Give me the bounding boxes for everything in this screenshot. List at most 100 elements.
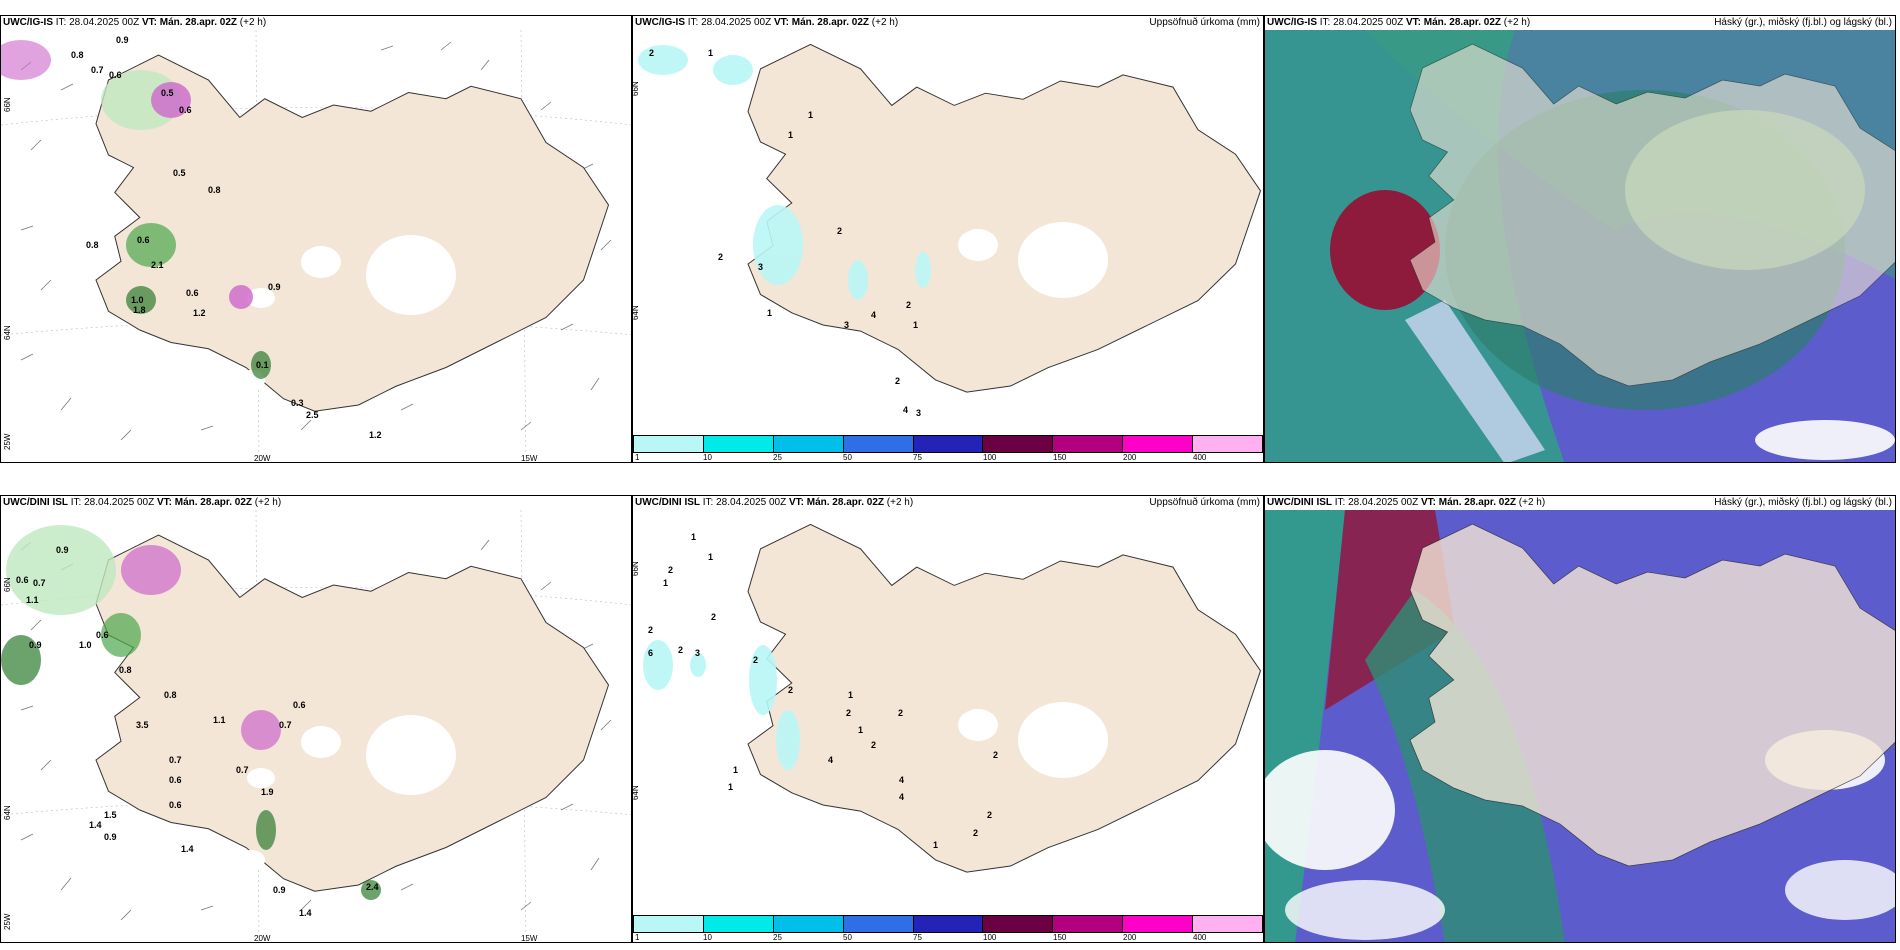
precip-label: 1 (933, 840, 939, 850)
colorbar-swatch (773, 436, 844, 452)
wind-label: 0.6 (169, 800, 182, 810)
axis-label-lat: 66N (632, 81, 640, 96)
precip-label: 1 (808, 110, 814, 120)
wind-label: 1.4 (89, 820, 102, 830)
wind-map-panel-bottom: UWC/DINI ISL IT: 28.04.2025 00Z VT: Mán.… (0, 495, 632, 943)
colorbar-tick: 200 (1123, 453, 1137, 462)
axis-label-lat: 66N (3, 577, 12, 592)
colorbar-tick: 10 (703, 453, 712, 462)
colorbar-tick: 75 (913, 933, 922, 942)
colorbar-swatch (843, 436, 914, 452)
vt-value: Mán. 28.apr. 02Z (806, 497, 885, 508)
colorbar-tick: 10 (703, 933, 712, 942)
it-value: 28.04.2025 00Z (716, 497, 787, 508)
precip-label: 3 (916, 408, 922, 418)
wind-map: 0.9 0.6 0.7 1.1 0.6 0.9 1.0 0.8 0.6 0.8 … (1, 509, 631, 942)
colorbar-tick: 75 (913, 453, 922, 462)
precip-label: 1 (733, 765, 739, 775)
colorbar-tick: 25 (773, 933, 782, 942)
wind-label: 0.5 (173, 168, 186, 178)
model-name: UWC/DINI ISL (1267, 497, 1332, 508)
colorbar-swatch (1123, 436, 1194, 452)
vt-value: Mán. 28.apr. 02Z (1438, 497, 1517, 508)
precip-title: Uppsöfnuð úrkoma (mm) (1149, 497, 1260, 508)
vt-value: Mán. 28.apr. 02Z (1423, 17, 1502, 28)
colorbar-swatch (1123, 916, 1194, 932)
wind-label: 1.1 (26, 595, 39, 605)
wind-label: 0.7 (91, 65, 104, 75)
axis-label-lat: 66N (632, 561, 640, 576)
wind-label: 1.0 (131, 295, 144, 305)
lead-time: (+2 h) (239, 17, 267, 28)
precip-label: 4 (899, 792, 905, 802)
precip-label: 3 (844, 320, 850, 330)
wind-label: 0.6 (169, 775, 182, 785)
precip-label: 2 (871, 740, 877, 750)
colorbar-swatch (634, 436, 704, 452)
precip-map-svg (633, 510, 1263, 922)
precip-map: 2 1 1 2 2 3 1 3 4 2 1 2 4 3 1 66N 64N (632, 30, 1263, 442)
precip-label: 2 (668, 565, 674, 575)
it-label: IT: (55, 17, 67, 28)
cloud-panel-top: UWC/IG-IS IT: 28.04.2025 00Z VT: Mán. 28… (1264, 15, 1896, 463)
glaciers (958, 222, 1108, 298)
colorbar-swatch (913, 916, 984, 932)
colorbar-swatch (983, 916, 1054, 932)
precip-label: 2 (906, 300, 912, 310)
wind-label: 2.1 (151, 260, 164, 270)
wind-label: 1.4 (299, 908, 312, 918)
wind-label: 0.9 (273, 885, 286, 895)
wind-label: 0.9 (56, 545, 69, 555)
precip-label: 4 (899, 775, 905, 785)
precip-label: 4 (828, 755, 834, 765)
wind-label: 1.2 (369, 430, 382, 440)
precip-label: 2 (718, 252, 724, 262)
lead-time: (+2 h) (871, 17, 899, 28)
lead-time: (+2 h) (886, 497, 914, 508)
row-bottom: UWC/DINI ISL IT: 28.04.2025 00Z VT: Mán.… (0, 495, 1900, 943)
colorbar-swatch (773, 916, 844, 932)
wind-label: 1.0 (79, 640, 92, 650)
colorbar-tick: 150 (1053, 933, 1067, 942)
wind-label: 0.3 (291, 398, 304, 408)
precip-label: 2 (788, 685, 794, 695)
precip-label: 2 (993, 750, 999, 760)
cloud-map-svg (1265, 30, 1895, 462)
precip-label: 4 (871, 310, 877, 320)
precip-label: 1 (708, 552, 714, 562)
colorbar-swatch (1053, 436, 1124, 452)
axis-label-lon: 25W (3, 913, 12, 930)
precip-label: 1 (858, 725, 864, 735)
colorbar-tick: 400 (1193, 933, 1207, 942)
wind-label: 0.6 (293, 700, 306, 710)
colorbar-swatch (1193, 436, 1263, 452)
wind-label: 0.7 (236, 765, 249, 775)
colorbar-tick: 100 (983, 933, 997, 942)
lead-time: (+2 h) (1518, 497, 1546, 508)
wind-label: 0.8 (164, 690, 177, 700)
panel-header: UWC/DINI ISL IT: 28.04.2025 00Z VT: Mán.… (1265, 496, 1895, 510)
vt-label: VT: (773, 17, 789, 28)
model-name: UWC/DINI ISL (3, 497, 68, 508)
colorbar-tick: 400 (1193, 453, 1207, 462)
colorbar-swatch (1193, 916, 1263, 932)
precip-label: 2 (837, 226, 843, 236)
axis-label-lat: 64N (3, 325, 12, 340)
axis-label-lat: 66N (3, 97, 12, 112)
colorbar-swatch (703, 436, 774, 452)
wind-label: 0.8 (86, 240, 99, 250)
axis-label-lon: 25W (3, 433, 12, 450)
colorbar-tick: 200 (1123, 933, 1137, 942)
wind-label: 0.6 (16, 575, 29, 585)
cloud-map (1265, 30, 1895, 462)
wind-label: 1.9 (261, 787, 274, 797)
precip-label: 1 (728, 782, 734, 792)
precip-panel-top: UWC/IG-IS IT: 28.04.2025 00Z VT: Mán. 28… (632, 15, 1264, 463)
precip-label: 2 (973, 828, 979, 838)
precip-shading (638, 45, 931, 300)
wind-label: 1.1 (213, 715, 226, 725)
vt-value: Mán. 28.apr. 02Z (174, 497, 253, 508)
cloud-map-svg (1265, 510, 1895, 942)
wind-label: 1.8 (133, 305, 146, 315)
wind-map-svg (1, 509, 631, 942)
